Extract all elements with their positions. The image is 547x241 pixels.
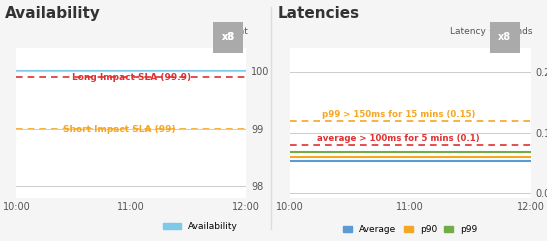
- FancyBboxPatch shape: [212, 22, 245, 53]
- Text: Short Impact SLA (99): Short Impact SLA (99): [63, 125, 176, 134]
- Text: p99 > 150ms for 15 mins (0.15): p99 > 150ms for 15 mins (0.15): [322, 110, 475, 119]
- Text: Latency · Seconds: Latency · Seconds: [451, 27, 533, 36]
- Text: Long Impact SLA (99.9): Long Impact SLA (99.9): [72, 73, 191, 82]
- Text: Availability: Availability: [5, 6, 101, 21]
- Text: percent: percent: [213, 27, 248, 36]
- FancyBboxPatch shape: [488, 22, 521, 53]
- Legend: Availability: Availability: [159, 219, 242, 235]
- Text: average > 100ms for 5 mins (0.1): average > 100ms for 5 mins (0.1): [317, 134, 480, 143]
- Text: Latencies: Latencies: [278, 6, 360, 21]
- Text: x8: x8: [498, 32, 511, 42]
- Text: x8: x8: [222, 32, 235, 42]
- Legend: Average, p90, p99: Average, p90, p99: [339, 222, 481, 238]
- Text: x8: x8: [222, 32, 235, 42]
